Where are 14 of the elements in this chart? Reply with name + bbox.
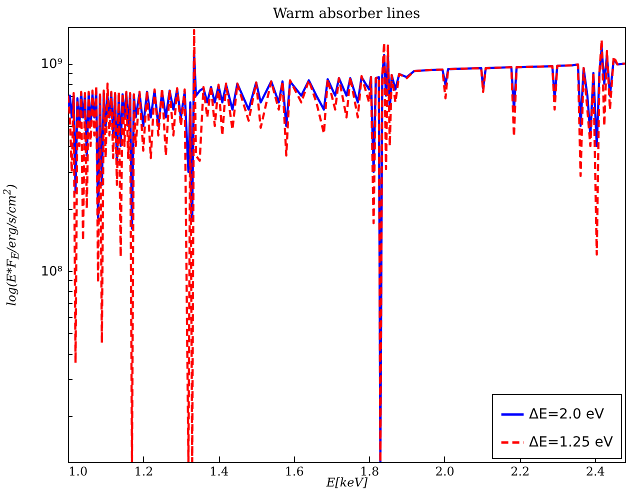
x-tick-label: 1.4 <box>209 464 229 478</box>
chart-title: Warm absorber lines <box>272 6 420 22</box>
y-tick-label: 10⁸ <box>40 264 62 280</box>
legend-label: ΔE=1.25 eV <box>529 434 614 450</box>
x-tick-label: 1.0 <box>68 464 88 478</box>
x-tick-label: 1.6 <box>284 464 304 478</box>
legend-label: ΔE=2.0 eV <box>529 406 604 422</box>
x-tick-label: 2.2 <box>510 464 530 478</box>
x-tick-label: 1.2 <box>134 464 154 478</box>
x-axis-title: E[keV] <box>325 476 368 490</box>
x-tick-label: 2.0 <box>435 464 454 478</box>
y-tick-label: 10⁹ <box>40 57 62 72</box>
x-tick-label: 1.8 <box>360 464 380 478</box>
x-tick-label: 2.4 <box>586 464 606 478</box>
